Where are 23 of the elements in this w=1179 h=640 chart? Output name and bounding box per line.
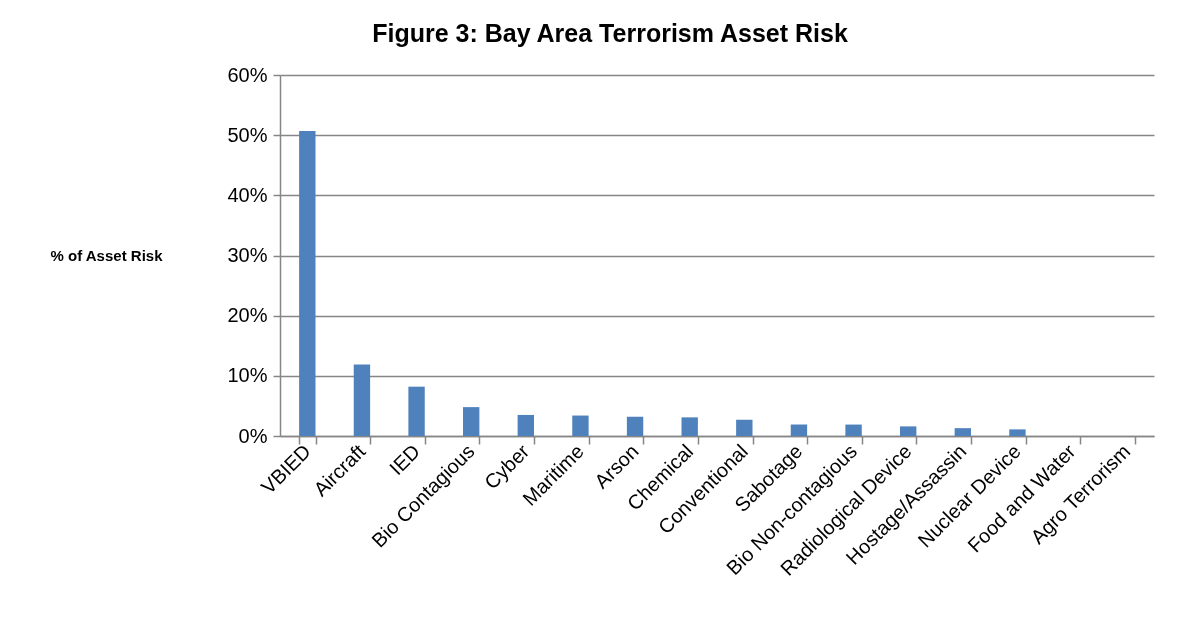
bar [572,415,589,436]
bar [408,386,425,436]
bar [681,417,698,436]
bar [353,364,371,436]
bar [790,424,808,436]
bar [1009,429,1026,436]
y-tick-label: 60% [227,63,268,86]
bar [462,407,480,436]
bar [517,414,535,436]
y-tick-label: 0% [238,424,268,447]
bar [845,424,862,436]
chart-title: Figure 3: Bay Area Terrorism Asset Risk [372,19,848,47]
bar [954,428,972,436]
bar [899,426,917,436]
y-tick-label: 10% [227,364,268,387]
bar [736,419,753,436]
y-tick-label: 40% [227,183,268,206]
bar [626,416,644,436]
bar [299,130,316,436]
y-tick-label: 50% [227,123,268,146]
y-tick-label: 20% [227,304,268,327]
y-tick-label: 30% [227,244,268,266]
y-axis-title: % of Asset Risk [50,247,164,264]
